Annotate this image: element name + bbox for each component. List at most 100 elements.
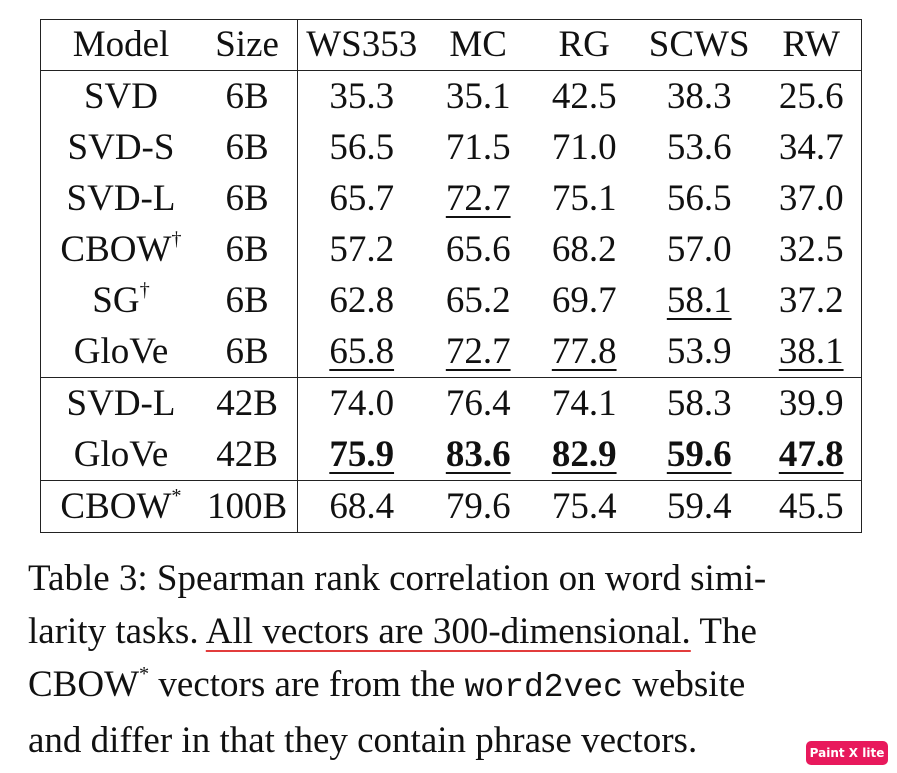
- cell-mc: 72.7: [425, 173, 531, 224]
- caption-line-2-end: The: [690, 611, 757, 652]
- model-footnote-mark: †: [171, 227, 182, 250]
- model-name: SVD-S: [67, 127, 175, 168]
- caption-highlighted-sentence: All vectors are 300-dimensional.: [205, 611, 691, 652]
- score-value: 47.8: [778, 434, 844, 475]
- cell-rg: 71.0: [531, 122, 637, 173]
- cell-size: 6B: [225, 178, 269, 219]
- score-value: 42.5: [551, 76, 617, 117]
- cell-rw: 25.6: [761, 71, 862, 123]
- cell-rw: 37.0: [761, 173, 862, 224]
- cell-scws: 58.3: [637, 378, 761, 430]
- score-value: 39.9: [778, 383, 844, 424]
- cell-rg: 77.8: [531, 326, 638, 378]
- score-value: 58.1: [666, 280, 732, 321]
- score-value: 77.8: [551, 331, 617, 372]
- cell-model: GloVe: [40, 326, 199, 378]
- cell-size: 42B: [199, 429, 298, 481]
- cell-scws: 53.6: [637, 122, 761, 173]
- cell-ws353: 57.2: [297, 224, 426, 275]
- score-value: 76.4: [445, 383, 511, 424]
- cell-model: SVD-L: [41, 378, 200, 430]
- model-footnote-mark: *: [171, 484, 182, 507]
- cell-rw: 47.8: [761, 429, 862, 481]
- score-value: 65.8: [329, 331, 395, 372]
- header-scws: SCWS: [637, 19, 762, 71]
- score-value: 35.3: [329, 76, 395, 117]
- cell-scws: 56.5: [637, 173, 761, 224]
- cell-model: SVD-L: [41, 173, 200, 224]
- cell-mc: 65.2: [425, 275, 531, 326]
- cell-model: CBOW*: [41, 481, 200, 533]
- score-value: 74.1: [551, 383, 617, 424]
- score-value: 75.4: [551, 486, 617, 527]
- score-value: 62.8: [329, 280, 395, 321]
- cell-model: SG†: [41, 275, 200, 326]
- cell-rg: 75.4: [531, 481, 637, 533]
- cell-ws353: 35.3: [297, 70, 426, 122]
- cell-mc: 65.6: [425, 224, 531, 275]
- cell-scws: 59.6: [637, 429, 762, 481]
- table-header-row: Model Size WS353 MC RG SCWS RW: [40, 19, 862, 71]
- score-value: 71.0: [551, 127, 617, 168]
- cell-scws: 59.4: [637, 481, 761, 533]
- model-name: SVD-L: [66, 178, 176, 219]
- results-table: Model Size WS353 MC RG SCWS RW SVD 6B 35.3…: [40, 19, 863, 533]
- score-value: 34.7: [778, 127, 844, 168]
- paint-x-lite-watermark: Paint X lite: [806, 741, 888, 765]
- caption-model-footnote-mark: *: [139, 662, 150, 685]
- model-name: SG: [92, 280, 140, 321]
- cell-size: 6B: [225, 229, 269, 270]
- cell-ws353: 68.4: [297, 480, 426, 533]
- cell-ws353: 65.7: [297, 173, 426, 224]
- cell-scws: 58.1: [637, 275, 761, 326]
- caption-line-2: larity tasks. All vectors are 300-dimens…: [28, 605, 888, 658]
- table-row: SVD 6B 35.3 35.1 42.5 38.3 25.6: [41, 70, 862, 123]
- cell-mc: 83.6: [425, 429, 532, 481]
- model-name: CBOW: [60, 486, 172, 527]
- cell-rg: 42.5: [531, 71, 637, 123]
- cell-scws: 38.3: [637, 71, 761, 123]
- caption-line-3-middle: vectors are from the: [149, 664, 465, 705]
- score-value: 72.7: [445, 331, 511, 372]
- score-value: 65.2: [445, 280, 511, 321]
- score-value: 58.3: [666, 383, 732, 424]
- cell-rw: 45.5: [761, 481, 862, 533]
- score-value: 56.5: [329, 127, 395, 168]
- cell-scws: 57.0: [637, 224, 761, 275]
- cell-rw: 37.2: [761, 275, 862, 326]
- table-row: SVD-S 6B 56.5 71.5 71.0 53.6 34.7: [41, 122, 862, 173]
- cell-scws: 53.9: [637, 326, 762, 378]
- model-name: SVD-L: [66, 383, 176, 424]
- cell-model: SVD-S: [41, 122, 200, 173]
- score-value: 75.9: [329, 434, 395, 475]
- cell-rw: 34.7: [761, 122, 862, 173]
- table-row: SVD-L 42B 74.0 76.4 74.1 58.3 39.9: [41, 377, 862, 430]
- table-row: GloVe 6B 65.8 72.7 77.8 53.9 38.1: [40, 326, 862, 378]
- score-value: 38.3: [666, 76, 732, 117]
- cell-mc: 79.6: [425, 481, 531, 533]
- score-value: 57.2: [329, 229, 395, 270]
- cell-mc: 35.1: [425, 71, 531, 123]
- table-body: SVD 6B 35.3 35.1 42.5 38.3 25.6 SVD-S 6B 56.5 71.5…: [40, 70, 862, 533]
- score-value: 69.7: [551, 280, 617, 321]
- cell-rw: 32.5: [761, 224, 862, 275]
- caption-line-4: and differ in that they contain phrase v…: [28, 720, 698, 761]
- model-name: SVD: [83, 76, 159, 117]
- score-value: 82.9: [551, 434, 617, 475]
- model-name: CBOW: [60, 229, 172, 270]
- caption-model-name: CBOW: [28, 664, 139, 705]
- score-value: 57.0: [666, 229, 732, 270]
- cell-mc: 76.4: [425, 378, 531, 430]
- cell-rw: 38.1: [761, 326, 862, 378]
- score-value: 65.7: [329, 178, 395, 219]
- score-value: 37.2: [778, 280, 844, 321]
- score-value: 37.0: [778, 178, 844, 219]
- score-value: 68.2: [551, 229, 617, 270]
- cell-size: 42B: [216, 383, 278, 424]
- score-value: 53.6: [666, 127, 732, 168]
- cell-size: 6B: [225, 76, 269, 117]
- cell-model: GloVe: [40, 429, 199, 481]
- score-value: 68.4: [329, 486, 395, 527]
- table-row: SG† 6B 62.8 65.2 69.7 58.1 37.2: [41, 275, 862, 326]
- score-value: 59.6: [666, 434, 732, 475]
